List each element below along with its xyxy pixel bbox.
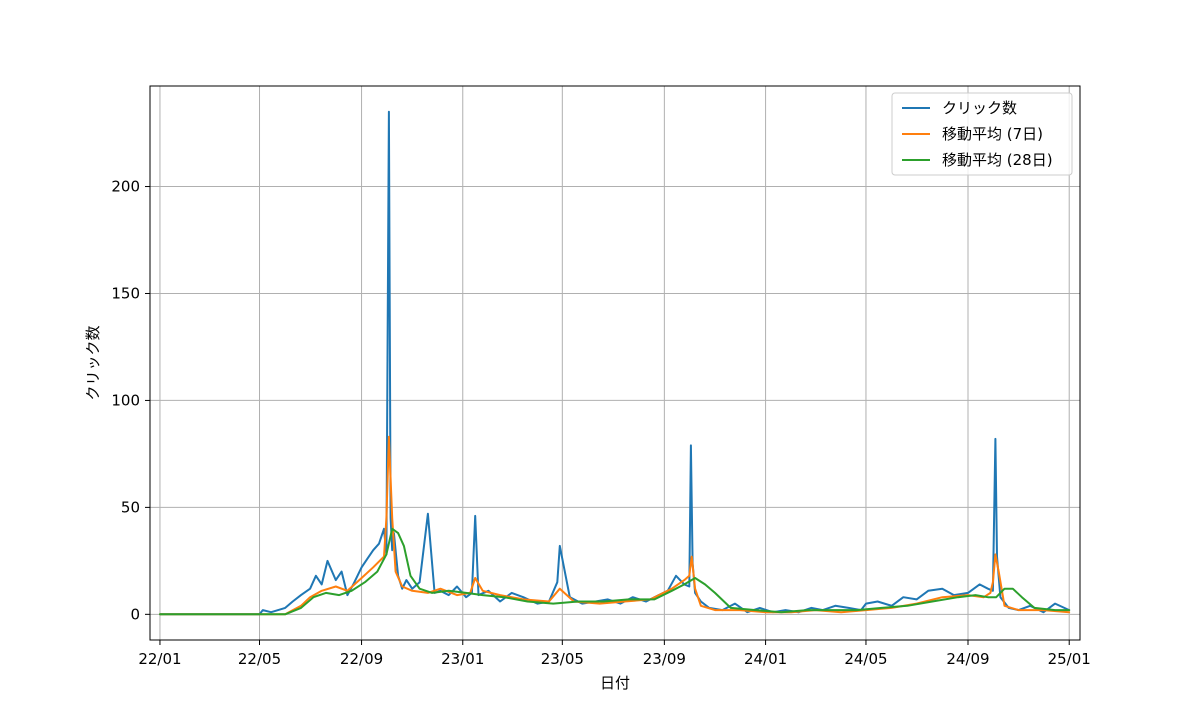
y-tick-label: 200 xyxy=(111,178,140,196)
series-layer xyxy=(159,110,1071,616)
series-line-1 xyxy=(159,110,1071,616)
y-tick-label: 100 xyxy=(111,391,140,409)
legend-label: 移動平均 (28日) xyxy=(942,151,1053,169)
x-tick-label: 22/09 xyxy=(340,650,383,668)
x-tick-label: 23/01 xyxy=(441,650,484,668)
y-tick-label: 0 xyxy=(130,605,140,623)
y-tick-label: 50 xyxy=(121,498,140,516)
x-tick-label: 22/01 xyxy=(138,650,181,668)
plot-frame xyxy=(149,85,1081,641)
legend-label: クリック数 xyxy=(942,99,1017,117)
legend-box xyxy=(891,92,1073,176)
series-line-2 xyxy=(159,435,1071,616)
y-axis: 0 50 100 150 200 xyxy=(111,178,150,623)
x-axis: 22/01 22/05 22/09 23/01 23/05 23/09 24/01 24/05… xyxy=(138,640,1091,668)
y-tick-label: 150 xyxy=(111,284,140,302)
x-tick-label: 24/09 xyxy=(946,650,989,668)
x-tick-label: 23/05 xyxy=(541,650,584,668)
x-tick-label: 23/09 xyxy=(643,650,686,668)
legend-label: 移動平均 (7日) xyxy=(942,125,1043,143)
x-tick-label: 25/01 xyxy=(1048,650,1091,668)
y-axis-label: クリック数 xyxy=(84,325,102,400)
grid-layer xyxy=(150,86,1080,640)
x-tick-label: 22/05 xyxy=(238,650,281,668)
x-tick-label: 24/01 xyxy=(744,650,787,668)
x-axis-label: 日付 xyxy=(600,674,630,692)
series-line-3 xyxy=(159,527,1071,616)
x-tick-label: 24/05 xyxy=(844,650,887,668)
